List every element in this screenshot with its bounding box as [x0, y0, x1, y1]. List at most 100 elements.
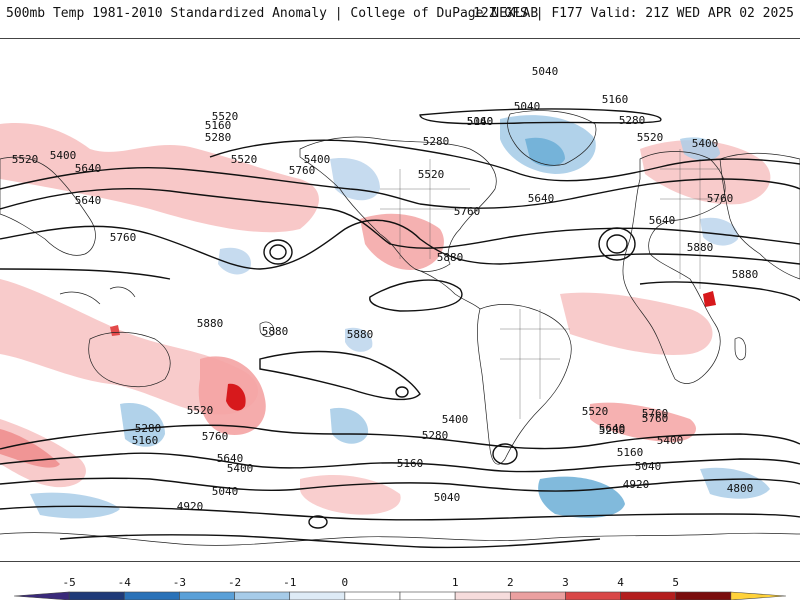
cold-anomaly-region — [525, 137, 565, 167]
contour-label: 5760 — [110, 231, 137, 244]
warm-anomaly-region — [0, 279, 259, 415]
map-panel[interactable]: 5040 5040 5160 5280 5520 5640 5160 5280 5400 5520… — [0, 38, 800, 562]
contour-label: 5760 — [642, 407, 669, 420]
colorbar-tick-label: -5 — [63, 576, 76, 589]
contour-label: 5280 — [205, 131, 232, 144]
warm-anomaly-region — [590, 402, 696, 443]
colorbar-swatch — [179, 591, 235, 600]
colorbar-swatch — [68, 591, 125, 600]
colorbar-swatch — [344, 591, 401, 600]
colorbar-swatch — [123, 591, 180, 600]
contour-label: 5640 — [75, 162, 102, 175]
contour-label: 5400 — [657, 434, 684, 447]
contour-label: 5760 — [454, 205, 481, 218]
contour-label: 5520 — [637, 131, 664, 144]
contour-label: 5040 — [514, 100, 541, 113]
colorbar-tick-label: 2 — [507, 576, 514, 589]
contour-label: 4920 — [177, 500, 204, 513]
contour-label: 5760 — [289, 164, 316, 177]
cold-anomaly-region — [218, 247, 251, 275]
contour-label: 4920 — [623, 478, 650, 491]
contour-label: 5880 — [687, 241, 714, 254]
contour-label: 5640 — [528, 192, 555, 205]
colorbar-swatch — [675, 591, 732, 600]
warm-anomaly-region — [300, 474, 401, 515]
contour-label: 5400 — [442, 413, 469, 426]
colorbar: -5 -4 -3 -2 -1 0 1 2 3 4 5 — [13, 576, 787, 600]
colorbar-swatch — [509, 591, 566, 600]
contour-label: 5520 — [212, 110, 239, 123]
country-borders — [380, 149, 720, 419]
contour-label: 5040 — [467, 115, 494, 128]
contour-label: 5400 — [304, 153, 331, 166]
colorbar-swatch — [13, 591, 70, 600]
contour-label: 5520 — [582, 405, 609, 418]
cold-anomaly-region — [680, 137, 720, 161]
contour-label: 5640 — [217, 452, 244, 465]
contour-label: 5760 — [707, 192, 734, 205]
cold-anomaly-region — [330, 158, 380, 201]
colorbar-tick-label: 5 — [672, 576, 679, 589]
colorbar-tick-label: 4 — [617, 576, 624, 589]
contour-label: 5280 — [423, 135, 450, 148]
contour-label: 5280 — [599, 424, 626, 437]
contour-label: 5520 — [12, 153, 39, 166]
warm-anomaly-region — [703, 291, 716, 307]
cold-anomaly-region — [538, 476, 625, 518]
colorbar-swatch — [620, 591, 677, 600]
contour-label: 5280 — [135, 422, 162, 435]
warm-anomaly-region — [360, 213, 444, 270]
contour-label: 5400 — [50, 149, 77, 162]
contour-label: 5160 — [467, 115, 494, 128]
colorbar-swatch — [289, 591, 346, 600]
contour-label: 5760 — [642, 412, 669, 425]
contour-label: 5160 — [132, 434, 159, 447]
coastlines — [0, 110, 800, 546]
contour-label: 5640 — [599, 422, 626, 435]
colorbar-swatch — [454, 591, 511, 600]
contour-label: 5160 — [617, 446, 644, 459]
contour-label: 5160 — [397, 457, 424, 470]
height-contours — [0, 108, 800, 549]
colorbar-swatch — [234, 591, 291, 600]
contour-label: 5400 — [692, 137, 719, 150]
contour-label: 5040 — [532, 65, 559, 78]
colorbar-swatch — [565, 591, 621, 600]
colorbar-tick-label: -3 — [173, 576, 186, 589]
contour-label: 5880 — [347, 328, 374, 341]
run-info: 12Z GFS | F177 Valid: 21Z WED APR 02 202… — [473, 6, 794, 21]
contour-label: 5640 — [75, 194, 102, 207]
cold-anomaly-region — [120, 403, 165, 447]
colorbar-tick-label: -1 — [283, 576, 296, 589]
anomaly-shading — [0, 115, 771, 519]
colorbar-tick-label: 3 — [562, 576, 569, 589]
contour-label: 5880 — [197, 317, 224, 330]
contour-label: 5400 — [227, 462, 254, 475]
cold-anomaly-region — [330, 407, 369, 444]
colorbar-tick-label: -2 — [228, 576, 241, 589]
contour-label: 5880 — [262, 325, 289, 338]
warm-anomaly-region — [640, 140, 771, 205]
warm-anomaly-region — [560, 292, 713, 355]
contour-label: 5760 — [202, 430, 229, 443]
warm-anomaly-region — [110, 325, 120, 336]
cold-anomaly-region — [345, 327, 373, 352]
contour-label: 4800 — [727, 482, 754, 495]
contour-label: 5160 — [205, 119, 232, 132]
contour-label: 5880 — [732, 268, 759, 281]
contour-label: 5040 — [635, 460, 662, 473]
cold-anomaly-region — [700, 467, 770, 499]
contour-label: 5280 — [619, 114, 646, 127]
colorbar-tick-label: 0 — [342, 576, 349, 589]
colorbar-tick-label: -4 — [118, 576, 132, 589]
contour-label: 5880 — [437, 251, 464, 264]
contour-label: 5520 — [231, 153, 258, 166]
contour-label: 5280 — [422, 429, 449, 442]
map-title: 500mb Temp 1981-2010 Standardized Anomal… — [6, 6, 539, 21]
contour-label: 5520 — [418, 168, 445, 181]
contour-label: 5520 — [187, 404, 214, 417]
cold-anomaly-region — [30, 492, 120, 519]
contour-label: 5040 — [212, 485, 239, 498]
